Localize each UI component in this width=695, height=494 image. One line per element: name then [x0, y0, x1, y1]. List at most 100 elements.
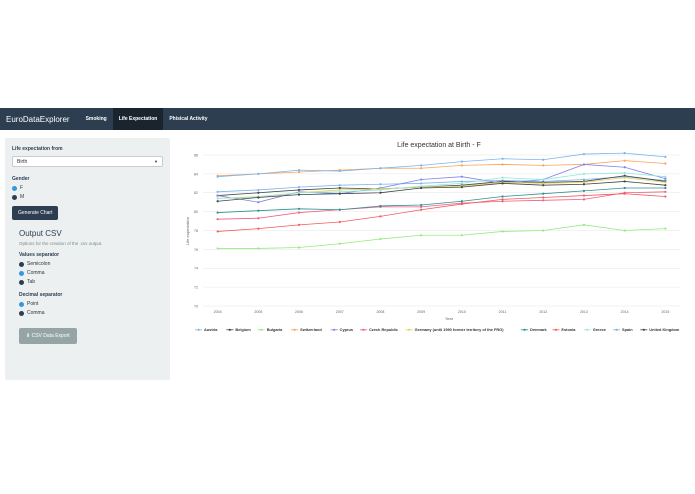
data-point[interactable]: [623, 186, 626, 190]
data-point[interactable]: [460, 234, 463, 237]
csv-export-button[interactable]: ⬇ CSV Data Export: [19, 328, 77, 344]
data-point[interactable]: [379, 183, 382, 186]
data-point[interactable]: [623, 171, 626, 175]
data-point[interactable]: [501, 230, 504, 233]
data-point[interactable]: [379, 188, 382, 192]
radio-icon[interactable]: [12, 194, 17, 200]
data-point[interactable]: [338, 220, 341, 224]
data-point[interactable]: [501, 200, 504, 203]
data-point[interactable]: [542, 196, 545, 199]
generate-chart-button[interactable]: Generate Chart: [12, 206, 59, 220]
radio-icon[interactable]: [19, 261, 24, 267]
data-point[interactable]: [501, 176, 504, 179]
values-sep-tab[interactable]: Tab: [19, 279, 163, 285]
data-point[interactable]: [420, 164, 423, 167]
data-point[interactable]: [623, 192, 626, 195]
data-point[interactable]: [501, 195, 504, 198]
data-point[interactable]: [623, 229, 626, 232]
data-point[interactable]: [257, 209, 260, 212]
data-point[interactable]: [542, 178, 545, 181]
data-point[interactable]: [582, 152, 586, 156]
data-point[interactable]: [297, 211, 301, 214]
data-point[interactable]: [582, 194, 586, 197]
data-point[interactable]: [338, 188, 341, 192]
decimal-sep-point[interactable]: Point: [19, 301, 163, 307]
data-point[interactable]: [460, 185, 463, 189]
data-point[interactable]: [501, 163, 504, 166]
data-point[interactable]: [297, 223, 301, 226]
data-point[interactable]: [257, 188, 260, 192]
radio-icon[interactable]: [19, 279, 24, 285]
nav-tab-life-expectation[interactable]: Life Expectation: [112, 108, 164, 130]
data-point[interactable]: [338, 184, 341, 187]
data-point[interactable]: [420, 186, 423, 190]
data-point[interactable]: [420, 167, 423, 170]
data-point[interactable]: [623, 176, 626, 179]
legend-item[interactable]: Spain: [613, 327, 633, 332]
data-point[interactable]: [338, 242, 341, 245]
data-point[interactable]: [664, 177, 667, 180]
data-point[interactable]: [297, 170, 301, 174]
data-point[interactable]: [216, 197, 219, 200]
gender-option-m[interactable]: M: [12, 194, 163, 200]
data-point[interactable]: [501, 157, 504, 160]
data-point[interactable]: [664, 195, 667, 198]
data-point[interactable]: [582, 198, 586, 201]
legend-item[interactable]: Denmark: [521, 327, 548, 332]
data-point[interactable]: [420, 182, 423, 185]
data-point[interactable]: [216, 175, 219, 178]
app-brand[interactable]: EuroDataExplorer: [6, 114, 70, 124]
data-point[interactable]: [338, 190, 341, 193]
data-point[interactable]: [542, 192, 545, 195]
data-point[interactable]: [338, 208, 341, 211]
data-point[interactable]: [664, 175, 667, 178]
data-point[interactable]: [460, 200, 463, 203]
data-point[interactable]: [297, 207, 301, 210]
data-point[interactable]: [501, 198, 504, 201]
data-point[interactable]: [257, 172, 260, 175]
data-point[interactable]: [257, 191, 260, 194]
data-point[interactable]: [297, 191, 301, 194]
nav-tab-smoking[interactable]: Smoking: [85, 116, 107, 122]
data-point[interactable]: [542, 164, 545, 167]
legend-item[interactable]: United Kingdom: [640, 327, 680, 332]
life-expectation-select[interactable]: Birth ▼: [12, 156, 163, 167]
legend-item[interactable]: Czech Republic: [359, 327, 399, 332]
data-point[interactable]: [297, 188, 301, 192]
data-point[interactable]: [420, 208, 423, 211]
data-point[interactable]: [623, 152, 626, 155]
data-point[interactable]: [297, 169, 301, 172]
data-point[interactable]: [420, 234, 423, 237]
data-point[interactable]: [420, 205, 423, 209]
data-point[interactable]: [257, 247, 260, 250]
data-point[interactable]: [216, 194, 219, 197]
data-point[interactable]: [664, 162, 667, 165]
legend-item[interactable]: Estonia: [552, 327, 576, 332]
data-point[interactable]: [379, 215, 382, 218]
data-point[interactable]: [379, 167, 382, 170]
data-point[interactable]: [664, 190, 667, 193]
legend-item[interactable]: Austria: [195, 327, 218, 332]
data-point[interactable]: [379, 237, 382, 241]
values-sep-semicolon[interactable]: Semicolon: [19, 261, 163, 267]
legend-item[interactable]: Greece: [583, 327, 607, 332]
data-point[interactable]: [582, 183, 586, 186]
data-point[interactable]: [542, 229, 545, 232]
data-point[interactable]: [460, 160, 463, 163]
data-point[interactable]: [420, 185, 423, 188]
radio-icon[interactable]: [19, 310, 24, 316]
data-point[interactable]: [460, 182, 463, 185]
data-point[interactable]: [216, 211, 219, 214]
data-point[interactable]: [338, 169, 341, 173]
data-point[interactable]: [338, 186, 341, 190]
legend-item[interactable]: Switzerland: [291, 327, 322, 332]
data-point[interactable]: [582, 223, 586, 226]
radio-selected-icon[interactable]: [19, 301, 24, 307]
data-point[interactable]: [542, 182, 545, 185]
data-point[interactable]: [379, 204, 382, 208]
data-point[interactable]: [582, 189, 586, 192]
data-point[interactable]: [623, 166, 626, 169]
data-point[interactable]: [542, 158, 545, 161]
values-sep-comma[interactable]: Comma: [19, 270, 163, 276]
data-point[interactable]: [216, 190, 219, 193]
